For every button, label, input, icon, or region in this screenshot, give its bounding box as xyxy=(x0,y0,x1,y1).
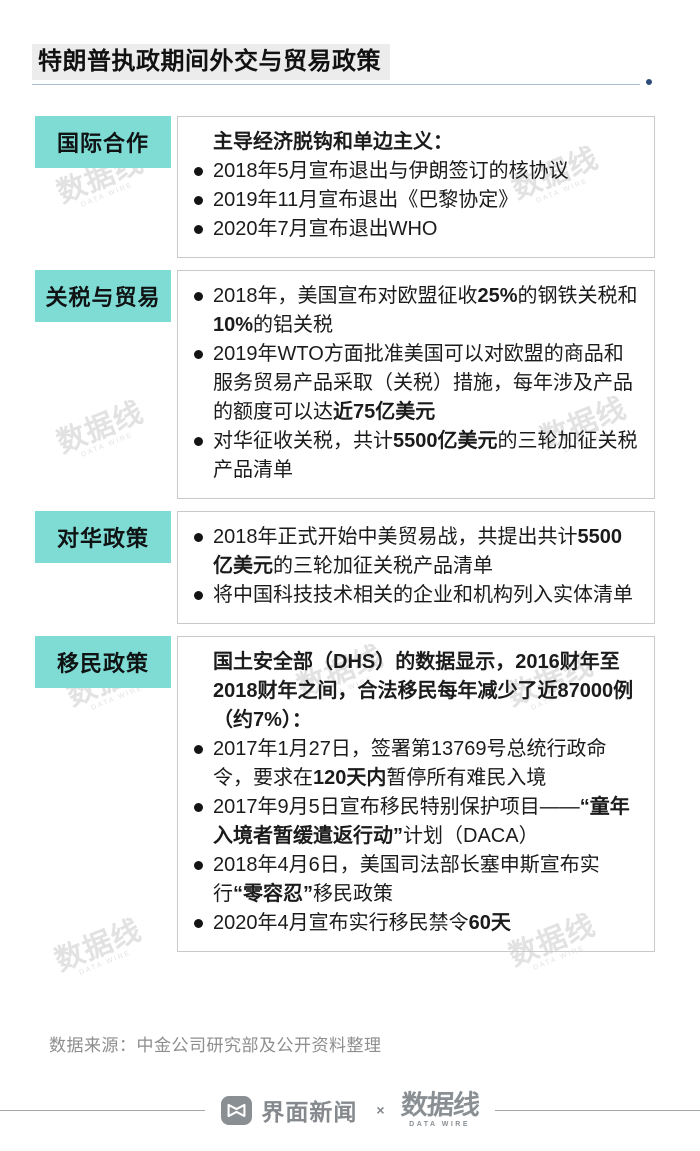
datawire-logo: 数据线 DATA WIRE xyxy=(399,1090,480,1128)
bullet-item: 2020年7月宣布退出WHO xyxy=(193,215,638,244)
bullet-item: 2018年5月宣布退出与伊朗签订的核协议 xyxy=(193,157,638,186)
text: 2017年9月5日宣布移民特别保护项目—— xyxy=(213,796,580,818)
datawire-wordmark: 数据线 xyxy=(399,1090,480,1120)
section-label: 国际合作 xyxy=(35,116,171,168)
text: 移民政策 xyxy=(313,883,393,905)
datawire-caption: DATA WIRE xyxy=(409,1121,471,1128)
emphasis-text: 10% xyxy=(213,314,254,336)
bullet-item: 2017年1月27日，签署第13769号总统行政命令，要求在120天内暂停所有难… xyxy=(193,735,638,793)
text: 暂停所有难民入境 xyxy=(386,767,547,789)
text: 2018年5月宣布退出与伊朗签订的核协议 xyxy=(213,160,569,182)
section-content-box: 国土安全部（DHS）的数据显示，2016财年至2018财年之间，合法移民每年减少… xyxy=(177,636,655,952)
jiemian-news-label: 界面新闻 xyxy=(261,1099,358,1125)
text: 的钢铁关税和 xyxy=(517,285,638,307)
text: 2020年4月宣布实行移民禁令 xyxy=(213,912,469,934)
text: 的三轮加征关税产品清单 xyxy=(273,555,493,577)
underline-end-dot xyxy=(646,79,652,85)
bullet-item: 2020年4月宣布实行移民禁令60天 xyxy=(193,909,638,938)
section-label: 移民政策 xyxy=(35,636,171,688)
bullet-item: 2017年9月5日宣布移民特别保护项目——“童年入境者暂缓遣返行动”计划（DAC… xyxy=(193,793,638,851)
emphasis-text: 国土安全部（DHS）的数据显示，2016财年至2018财年之间，合法移民每年减少… xyxy=(213,651,634,731)
data-source-note: 数据来源：中金公司研究部及公开资料整理 xyxy=(49,1036,382,1055)
text: 将中国科技技术相关的企业和机构列入实体清单 xyxy=(213,584,633,606)
text: 2020年7月宣布退出WHO xyxy=(213,218,438,240)
section-content-box: 2018年正式开始中美贸易战，共提出共计5500亿美元的三轮加征关税产品清单将中… xyxy=(177,511,655,624)
bullet-item: 2018年4月6日，美国司法部长塞申斯宣布实行“零容忍”移民政策 xyxy=(193,851,638,909)
header: 特朗普执政期间外交与贸易政策 xyxy=(32,44,700,85)
footer-divider-left xyxy=(0,1109,206,1111)
text: 对华征收关税，共计 xyxy=(213,430,393,452)
section-label: 关税与贸易 xyxy=(35,270,171,322)
title-underline xyxy=(32,79,652,85)
policy-section-1: 国际合作 主导经济脱钩和单边主义： 2018年5月宣布退出与伊朗签订的核协议 2019… xyxy=(35,116,700,258)
bullet-item: 2018年正式开始中美贸易战，共提出共计5500亿美元的三轮加征关税产品清单 xyxy=(193,523,638,581)
text: 计划（DACA） xyxy=(403,825,539,847)
section-label: 对华政策 xyxy=(35,511,171,563)
bullet-item: 2018年，美国宣布对欧盟征收25%的钢铁关税和 10%的铝关税 xyxy=(193,282,638,340)
page-title: 特朗普执政期间外交与贸易政策 xyxy=(32,44,390,80)
collab-x-separator: × xyxy=(376,1102,385,1118)
text: 的三轮加征关税产品清单 xyxy=(213,430,638,481)
bullet-list: 2017年1月27日，签署第13769号总统行政命令，要求在120天内暂停所有难… xyxy=(193,735,638,938)
emphasis-text: 60天 xyxy=(468,912,511,934)
bullet-list: 2018年正式开始中美贸易战，共提出共计5500亿美元的三轮加征关税产品清单将中… xyxy=(193,523,638,610)
emphasis-text: 25% xyxy=(477,285,518,307)
text: 2019年WTO方面批准美国可以对欧盟的商品和服务贸易产品采取（关税）措施，每年… xyxy=(213,343,633,423)
emphasis-text: 5500亿美元 xyxy=(213,526,622,577)
emphasis-text: 主导经济脱钩和单边主义： xyxy=(213,131,453,153)
text: 的铝关税 xyxy=(253,314,334,336)
policy-section-4: 移民政策 国土安全部（DHS）的数据显示，2016财年至2018财年之间，合法移民… xyxy=(35,636,700,952)
text: 2018年正式开始中美贸易战，共提出共计 xyxy=(213,526,578,548)
jiemian-news-icon xyxy=(221,1095,253,1125)
emphasis-text: “童年入境者暂缓遣返行动” xyxy=(213,796,630,847)
text: 2017年1月27日，签署第13769号总统行政命令，要求在 xyxy=(213,738,607,789)
emphasis-text: 近75亿美元 xyxy=(333,401,436,423)
policy-section-3: 对华政策 2018年正式开始中美贸易战，共提出共计5500亿美元的三轮加征关税产品… xyxy=(35,511,700,624)
section-intro: 主导经济脱钩和单边主义： xyxy=(193,128,638,157)
footer: 界面新闻 × 数据线 DATA WIRE xyxy=(0,1088,700,1132)
footer-divider-right xyxy=(494,1109,700,1111)
emphasis-text: 5500亿美元 xyxy=(393,430,498,452)
bullet-item: 2019年WTO方面批准美国可以对欧盟的商品和服务贸易产品采取（关税）措施，每年… xyxy=(193,340,638,427)
bullet-item: 对华征收关税，共计5500亿美元的三轮加征关税产品清单 xyxy=(193,427,638,485)
emphasis-text: 120天内 xyxy=(313,767,387,789)
bullet-item: 将中国科技技术相关的企业和机构列入实体清单 xyxy=(193,581,638,610)
bullet-item: 2019年11月宣布退出《巴黎协定》 xyxy=(193,186,638,215)
text: 2019年11月宣布退出《巴黎协定》 xyxy=(213,189,519,211)
sections-list: 国际合作 主导经济脱钩和单边主义： 2018年5月宣布退出与伊朗签订的核协议 2019… xyxy=(35,116,700,952)
section-intro: 国土安全部（DHS）的数据显示，2016财年至2018财年之间，合法移民每年减少… xyxy=(193,648,638,735)
bullet-list: 2018年，美国宣布对欧盟征收25%的钢铁关税和 10%的铝关税 2019年WTO方… xyxy=(193,282,638,485)
text: 2018年，美国宣布对欧盟征收 xyxy=(213,285,478,307)
text: 2018年4月6日，美国司法部长塞申斯宣布实行 xyxy=(213,854,600,905)
emphasis-text: “零容忍” xyxy=(233,883,313,905)
bullet-list: 2018年5月宣布退出与伊朗签订的核协议 2019年11月宣布退出《巴黎协定》 20… xyxy=(193,157,638,244)
policy-section-2: 关税与贸易 2018年，美国宣布对欧盟征收25%的钢铁关税和 10%的铝关税 2019… xyxy=(35,270,700,499)
jiemian-news-logo: 界面新闻 xyxy=(221,1093,357,1127)
section-content-box: 2018年，美国宣布对欧盟征收25%的钢铁关税和 10%的铝关税 2019年WTO方… xyxy=(177,270,655,499)
section-content-box: 主导经济脱钩和单边主义： 2018年5月宣布退出与伊朗签订的核协议 2019年11月… xyxy=(177,116,655,258)
